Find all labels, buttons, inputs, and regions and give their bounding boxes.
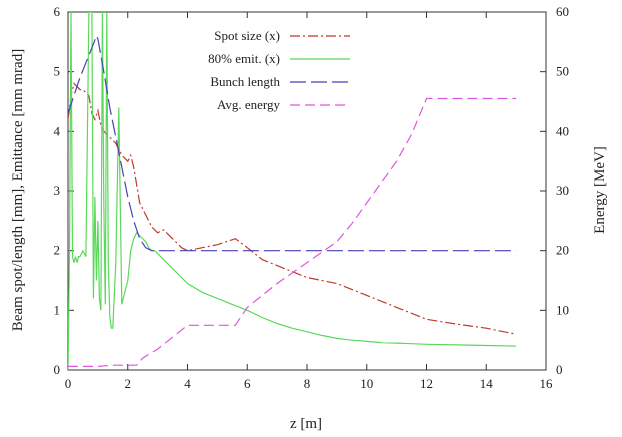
- series-line-4: [68, 97, 517, 367]
- y2-tick-label: 10: [556, 302, 569, 317]
- y2-tick-label: 20: [556, 243, 569, 258]
- legend-label-2: 80% emit. (x): [208, 51, 280, 66]
- y-tick-label: 3: [54, 183, 61, 198]
- y-tick-label: 5: [54, 64, 61, 79]
- y-tick-label: 6: [54, 4, 61, 19]
- series-layer: [68, 12, 517, 370]
- x-tick-label: 10: [360, 376, 373, 391]
- x-tick-label: 14: [480, 376, 494, 391]
- x-tick-label: 12: [420, 376, 433, 391]
- y-axis-title: Beam spot/length [mm], Emittance [mm mra…: [10, 49, 26, 331]
- legend-label-4: Avg. energy: [217, 97, 281, 112]
- legend: Spot size (x) 80% emit. (x) Bunch length Av…: [208, 28, 350, 112]
- y2-tick-label: 0: [556, 362, 563, 377]
- y-tick-label: 4: [54, 123, 61, 138]
- y2-tick-label: 60: [556, 4, 569, 19]
- series-line-2: [68, 12, 517, 370]
- x-tick-label: 0: [65, 376, 72, 391]
- y2-axis-title: Energy [MeV]: [592, 146, 608, 234]
- y-tick-label: 0: [54, 362, 61, 377]
- plot-area: [67, 11, 547, 371]
- x-tick-label: 16: [540, 376, 554, 391]
- plot-frame: [67, 11, 547, 371]
- y-tick-label: 1: [54, 302, 61, 317]
- y2-tick-label: 30: [556, 183, 569, 198]
- legend-label-3: Bunch length: [210, 74, 280, 89]
- y-tick-label: 2: [54, 243, 61, 258]
- legend-label-1: Spot size (x): [214, 28, 280, 43]
- y2-tick-label: 50: [556, 64, 569, 79]
- x-tick-label: 8: [304, 376, 311, 391]
- x-tick-label: 6: [244, 376, 251, 391]
- series-line-3: [68, 34, 517, 252]
- x-tick-label: 4: [184, 376, 191, 391]
- x-tick-label: 2: [125, 376, 132, 391]
- y2-tick-label: 40: [556, 123, 569, 138]
- x-axis-title: z [m]: [290, 416, 322, 432]
- series-line-1: [68, 82, 517, 335]
